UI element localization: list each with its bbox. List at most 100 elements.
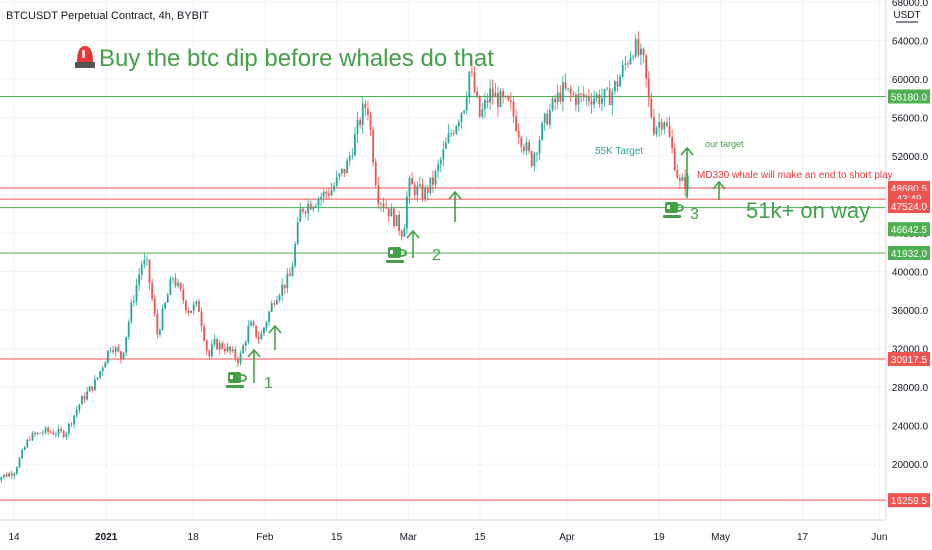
- candle-body: [70, 423, 73, 425]
- candle-body: [369, 115, 372, 131]
- candle-body: [359, 119, 362, 126]
- candle-body: [39, 432, 42, 434]
- candle-body: [640, 48, 642, 55]
- candle-body: [99, 371, 102, 378]
- candle-body: [172, 278, 174, 280]
- candle-body: [195, 301, 198, 305]
- candle-body: [23, 447, 26, 450]
- candle-body: [309, 203, 312, 210]
- candle-body: [226, 346, 229, 352]
- candle-body: [164, 302, 167, 309]
- candle-body: [538, 139, 541, 154]
- candle-body: [634, 39, 637, 57]
- dip-label-2: 2: [432, 247, 441, 264]
- candle-body: [86, 391, 89, 400]
- candle-body: [424, 187, 427, 200]
- candle-body: [681, 177, 684, 181]
- candle-body: [512, 101, 515, 117]
- candle-body: [411, 178, 414, 185]
- candle-body: [229, 346, 232, 352]
- candle-body: [205, 340, 208, 351]
- candle-body: [460, 112, 463, 122]
- red-siren-icon: [75, 46, 95, 68]
- candle-body: [320, 196, 323, 200]
- candle-body: [601, 98, 603, 104]
- candle-body: [536, 153, 538, 155]
- candle-body: [169, 279, 172, 295]
- candle-body: [333, 185, 336, 191]
- candle-body: [341, 168, 343, 174]
- candle-body: [525, 142, 528, 151]
- candle-body: [127, 321, 130, 337]
- candle-body: [419, 184, 421, 187]
- x-tick-label: May: [711, 532, 730, 543]
- candle-body: [112, 350, 115, 352]
- up-arrow-head: [712, 180, 726, 190]
- x-tick-label: Jun: [871, 532, 887, 543]
- candle-body: [198, 301, 200, 312]
- candle-body: [140, 264, 143, 275]
- y-tick-label: 52000.0: [892, 152, 929, 163]
- candle-body: [491, 88, 494, 98]
- candle-body: [429, 177, 432, 193]
- candle-body: [588, 95, 590, 101]
- candle-body: [21, 449, 24, 459]
- x-axis[interactable]: 14 2021 18 Feb 15 Mar 15 Apr 19 May 17 Jun: [8, 532, 887, 543]
- candle-body: [315, 205, 317, 207]
- price-badge-label: 48680.5: [891, 184, 928, 195]
- candle-body: [26, 439, 29, 448]
- candle-body: [75, 409, 78, 416]
- candle-body: [598, 94, 601, 104]
- candle-body: [153, 298, 156, 314]
- up-arrow-head: [268, 324, 282, 334]
- candle-body: [663, 122, 666, 130]
- candle-body: [78, 404, 81, 410]
- candle-body: [244, 341, 247, 346]
- candle-body: [484, 100, 486, 110]
- candle-body: [564, 82, 567, 89]
- candle-body: [192, 304, 195, 311]
- candle-body: [416, 186, 419, 196]
- coffee-cup-icon: [386, 247, 407, 263]
- candle-body: [338, 173, 341, 177]
- candle-body: [120, 351, 122, 359]
- candle-body: [559, 92, 562, 102]
- up-arrow-head: [247, 348, 261, 358]
- candle-body: [68, 423, 70, 434]
- grid: [0, 0, 886, 520]
- candle-body: [265, 322, 268, 328]
- candle-body: [286, 273, 289, 289]
- symbol-title[interactable]: BTCUSDT Perpetual Contract, 4h, BYBIT: [6, 10, 209, 22]
- candle-body: [73, 415, 76, 425]
- candle-body: [655, 127, 658, 135]
- price-badge-label: 16259.5: [891, 496, 928, 507]
- candle-body: [504, 96, 507, 97]
- candle-body: [42, 432, 44, 434]
- candle-body: [619, 76, 622, 87]
- candle-body: [629, 57, 632, 65]
- candle-body: [494, 92, 497, 98]
- candle-body: [200, 311, 203, 327]
- candle-body: [380, 203, 382, 205]
- candle-body: [390, 208, 393, 217]
- candle-body: [343, 168, 346, 174]
- candle-body: [478, 95, 481, 117]
- candle-body: [224, 348, 226, 352]
- candle-body: [595, 94, 598, 99]
- candle-body: [523, 146, 525, 151]
- candle-body: [221, 342, 224, 349]
- candle-body: [549, 109, 551, 125]
- candle-body: [273, 303, 276, 305]
- candle-body: [684, 177, 687, 190]
- candle-body: [255, 325, 258, 337]
- candle-body: [606, 88, 609, 90]
- x-tick-label: 19: [654, 532, 666, 543]
- candle-body: [627, 63, 629, 65]
- candle-body: [413, 184, 416, 196]
- x-tick-label: 18: [188, 532, 200, 543]
- candle-body: [666, 122, 668, 126]
- candle-body: [36, 432, 39, 435]
- candle-body: [179, 282, 182, 290]
- candle-body: [94, 379, 96, 391]
